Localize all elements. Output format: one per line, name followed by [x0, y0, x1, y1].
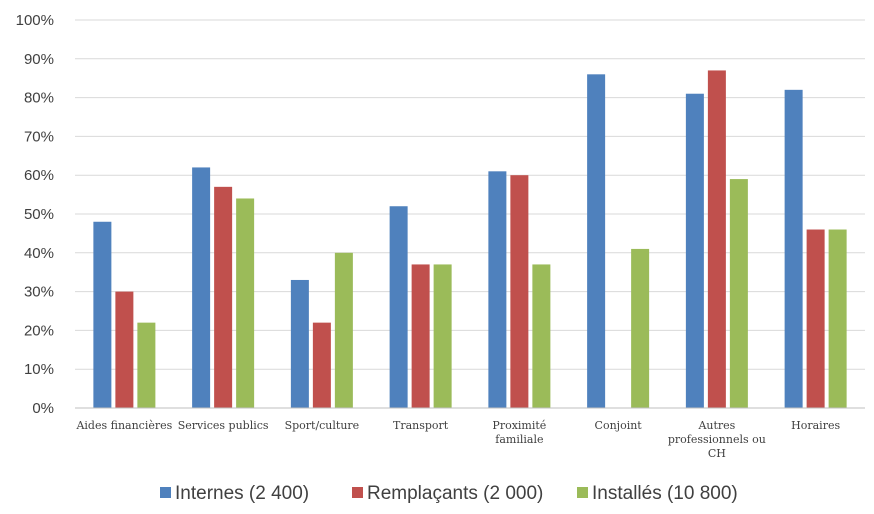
bars: [93, 70, 847, 408]
legend-label: Remplaçants (2 000): [367, 483, 543, 504]
y-tick-label: 20%: [24, 322, 54, 339]
bar: [488, 171, 507, 408]
bar: [433, 264, 452, 408]
bar: [707, 70, 726, 408]
y-tick-label: 0%: [32, 400, 54, 417]
y-tick-label: 80%: [24, 90, 54, 107]
x-tick-label: Transport: [393, 419, 449, 432]
x-axis-labels: Aides financières Services publics Sport/c…: [75, 419, 840, 460]
bar: [806, 229, 825, 408]
bar: [411, 264, 430, 408]
bar: [510, 175, 529, 408]
x-tick-label: Horaires: [791, 419, 840, 432]
legend-swatch: [577, 487, 588, 498]
bar: [312, 322, 331, 408]
x-tick-label: Aides financières: [75, 419, 172, 432]
bar: [685, 93, 704, 408]
legend: Internes (2 400) Remplaçants (2 000) Insta…: [160, 483, 738, 504]
x-tick-label: Conjoint: [595, 419, 643, 432]
legend-label: Installés (10 800): [592, 483, 738, 504]
bar: [587, 74, 606, 408]
bar: [532, 264, 551, 408]
legend-item: Installés (10 800): [577, 483, 738, 504]
bar: [115, 291, 134, 408]
y-tick-label: 90%: [24, 51, 54, 68]
x-tick-label: Services publics: [178, 419, 269, 432]
y-axis-ticks: 0% 10% 20% 30% 40% 50% 60% 70% 80% 90% 100%: [16, 12, 54, 417]
bar: [389, 206, 408, 408]
legend-label: Internes (2 400): [175, 483, 309, 504]
bar: [784, 89, 803, 408]
legend-swatch: [352, 487, 363, 498]
bar: [290, 279, 309, 408]
legend-item: Remplaçants (2 000): [352, 483, 543, 504]
bar: [828, 229, 847, 408]
bar: [631, 248, 650, 408]
y-tick-label: 40%: [24, 245, 54, 262]
x-tick-label: Sport/culture: [285, 419, 360, 432]
x-tick-label: Autres professionnels ou CH: [668, 419, 766, 460]
y-tick-label: 60%: [24, 167, 54, 184]
legend-item: Internes (2 400): [160, 483, 309, 504]
bar: [214, 186, 233, 408]
bar: [729, 179, 748, 408]
y-tick-label: 10%: [24, 361, 54, 378]
y-tick-label: 100%: [16, 12, 54, 29]
bar: [137, 322, 156, 408]
y-tick-label: 50%: [24, 206, 54, 223]
x-tick-label: Proximité familiale: [492, 419, 546, 446]
bar: [334, 252, 353, 408]
y-tick-label: 70%: [24, 128, 54, 145]
bar: [236, 198, 255, 408]
bar: [93, 221, 112, 408]
legend-swatch: [160, 487, 171, 498]
y-tick-label: 30%: [24, 284, 54, 301]
bar: [192, 167, 211, 408]
